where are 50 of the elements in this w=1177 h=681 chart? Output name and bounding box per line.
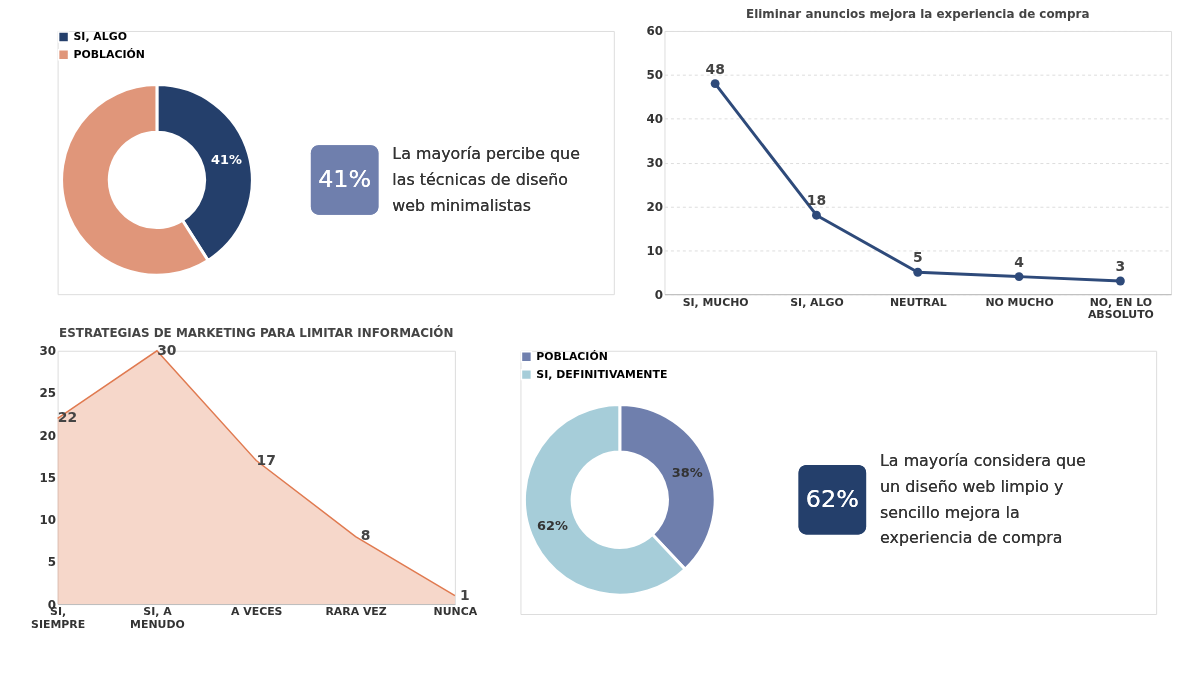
y-tick-label: 20 — [646, 199, 663, 214]
y-tick-label: 10 — [646, 243, 663, 258]
y-tick-label: 50 — [646, 68, 663, 83]
y-tick-label: 5 — [47, 555, 57, 570]
legend-label: POBLACIÓN — [73, 47, 145, 61]
point — [812, 210, 821, 220]
text: 41% — [318, 164, 372, 193]
chart-title: ESTRATEGIAS DE MARKETING PARA LIMITAR INFORMACIÓN — [59, 324, 454, 340]
y-tick-label: 25 — [39, 386, 57, 401]
chart-title: Eliminar anuncios mejora la experiencia de compra — [746, 7, 1090, 22]
data-label: 22 — [57, 409, 78, 426]
point — [1014, 272, 1024, 282]
data-label: 48 — [705, 60, 725, 77]
legend-label: SI, DEFINITIVAMENTE — [536, 367, 668, 381]
x-tick-label: NEUTRAL — [889, 295, 947, 309]
y-tick-label: 60 — [646, 24, 663, 39]
data-label: 38% — [671, 465, 703, 481]
y-tick-label: 0 — [654, 287, 663, 302]
text: La mayoría percibe que las técnicas de diseño web minimalistas — [392, 144, 580, 215]
x-tick-label: SI, MUCHO — [682, 295, 749, 309]
y-tick-label: 30 — [646, 156, 663, 171]
y-tick-label: 40 — [646, 112, 663, 127]
point — [1115, 276, 1125, 286]
x-tick-label: A VECES — [231, 605, 283, 619]
data-label: 5 — [912, 249, 923, 266]
data-label: 62% — [536, 518, 568, 534]
y-tick-label: 20 — [39, 428, 57, 443]
x-tick-label: RARA VEZ — [325, 605, 387, 619]
point — [913, 267, 923, 277]
y-tick-label: 30 — [39, 344, 57, 359]
legend-label: SI, ALGO — [73, 29, 127, 43]
data-label: 18 — [806, 192, 827, 209]
data-label: 30 — [157, 341, 177, 358]
data-label: 1 — [460, 586, 470, 603]
text: 62% — [805, 484, 859, 513]
x-tick-label: SI, ALGO — [790, 295, 844, 309]
text: La mayoría considera que un diseño web limpio y sencillo mejora la experiencia de compra — [880, 451, 1086, 548]
legend-label: POBLACIÓN — [536, 349, 608, 363]
x-tick-label: SI, A MENUDO — [130, 605, 185, 632]
point — [710, 79, 720, 89]
data-label: 41% — [211, 151, 243, 167]
x-tick-label: NO, EN LO ABSOLUTO — [1087, 295, 1154, 322]
data-label: 4 — [1014, 253, 1025, 270]
x-tick-label: NUNCA — [433, 605, 478, 619]
data-label: 8 — [360, 527, 371, 544]
y-tick-label: 15 — [39, 470, 57, 485]
y-tick-label: 10 — [39, 513, 57, 528]
x-tick-label: NO MUCHO — [985, 295, 1054, 309]
data-label: 17 — [256, 451, 276, 468]
data-label: 3 — [1115, 258, 1126, 275]
